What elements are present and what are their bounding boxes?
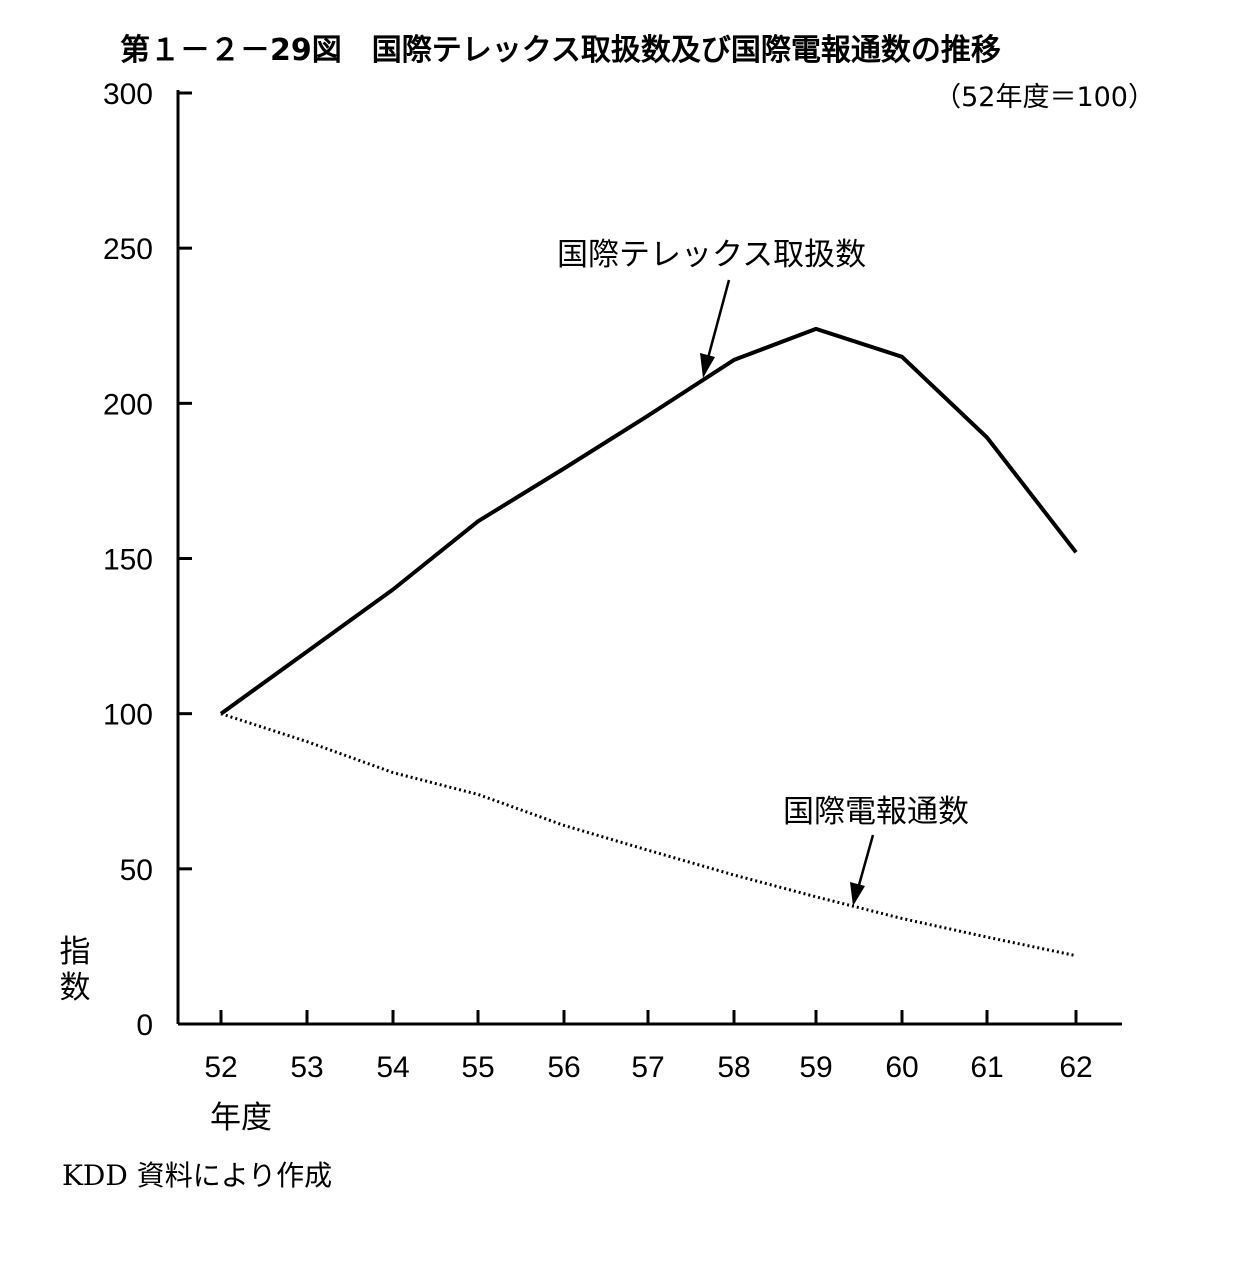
x-tick-label: 52 — [204, 1051, 237, 1084]
x-tick-label: 54 — [376, 1051, 409, 1084]
series-label-telex-text: 国際テレックス取扱数 — [557, 237, 866, 273]
series-label-telegram-text: 国際電報通数 — [783, 794, 969, 830]
telegram-arrow-line — [857, 834, 875, 886]
y-tick-label: 250 — [103, 233, 153, 266]
y-tick-label: 150 — [103, 544, 153, 577]
chart-subtitle: （52年度＝100） — [934, 82, 1155, 113]
telex-arrow-head — [700, 353, 715, 378]
x-tick-label: 61 — [970, 1051, 1003, 1084]
y-ticks: 0 50 100 150 200 250 300 — [103, 78, 192, 1042]
x-tick-label: 53 — [290, 1051, 323, 1084]
x-axis: 52 53 54 55 56 57 58 59 60 61 62 — [178, 1010, 1122, 1084]
x-tick-label: 57 — [631, 1051, 664, 1084]
series-layer — [219, 326, 1078, 958]
chart-title: 第１－２－29図 国際テレックス取扱数及び国際電報通数の推移 — [120, 33, 1001, 68]
telex-arrow-line — [706, 279, 731, 359]
x-tick-label: 56 — [547, 1051, 580, 1084]
y-axis-label-char-2: 数 — [60, 970, 91, 1006]
x-tick-label: 58 — [717, 1051, 750, 1084]
x-tick-label: 62 — [1059, 1051, 1092, 1084]
x-tick-label: 60 — [885, 1051, 918, 1084]
series-label-telegram: 国際電報通数 — [783, 794, 969, 906]
telegram-arrow-head — [850, 882, 865, 906]
x-axis-label: 年度 — [210, 1100, 272, 1136]
y-axis-label-char-1: 指 — [60, 934, 91, 970]
y-tick-label: 100 — [103, 699, 153, 732]
y-tick-label: 0 — [136, 1009, 153, 1042]
x-ticks: 52 53 54 55 56 57 58 59 60 61 62 — [204, 1010, 1093, 1084]
series-line-1 — [219, 326, 1078, 716]
series-line-2 — [220, 712, 1077, 958]
source-note: KDD 資料により作成 — [62, 1159, 332, 1192]
x-tick-label: 55 — [461, 1051, 494, 1084]
y-tick-label: 50 — [120, 854, 153, 887]
series-label-telex: 国際テレックス取扱数 — [557, 237, 866, 378]
y-tick-label: 200 — [103, 388, 153, 421]
x-tick-label: 59 — [799, 1051, 832, 1084]
y-tick-label: 300 — [103, 78, 153, 111]
y-axis: 0 50 100 150 200 250 300 — [103, 78, 192, 1042]
